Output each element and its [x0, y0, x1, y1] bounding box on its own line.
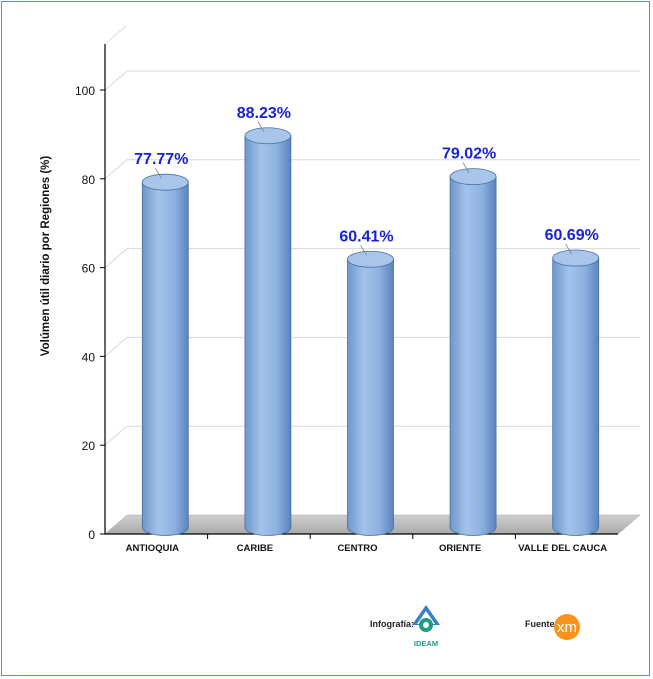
y-axis-label: Volúmen útil diario por Regiones (%): [40, 156, 52, 357]
label-leader: [462, 162, 470, 173]
x-tick-label: ORIENTE: [439, 543, 481, 554]
bar-top: [449, 168, 497, 186]
data-label: 60.69%: [545, 227, 599, 244]
bar: [347, 250, 394, 536]
xm-logo-text: xm: [557, 619, 577, 636]
y-tick-label: 60: [82, 262, 96, 276]
data-label: 88.23%: [237, 105, 291, 122]
y-tick-label: 0: [88, 528, 95, 542]
y-tick-label: 20: [82, 439, 96, 453]
data-label: 60.41%: [339, 228, 393, 245]
bar: [244, 127, 292, 536]
bar-body: [244, 135, 292, 536]
label-leader: [257, 121, 265, 132]
data-label: 77.77%: [134, 151, 188, 168]
label-leader: [154, 167, 162, 179]
axes: 0 20 40 60 80 100: [75, 24, 618, 542]
bar-body: [141, 181, 189, 536]
label-leader: [360, 245, 367, 256]
fuente-label: Fuente:: [525, 619, 558, 629]
bar-top: [244, 127, 292, 145]
gridline: [104, 159, 640, 180]
ideam-logo: IDEAM: [412, 605, 440, 648]
labels: 77.77% ANTIOQUIA 88.23% CARIBE 60.41% CENTRO 7…: [126, 105, 608, 554]
y-tick-label: 100: [75, 84, 95, 98]
bar: [141, 173, 189, 536]
bar-body: [552, 257, 600, 536]
bar-top: [347, 250, 394, 268]
bar-top: [141, 173, 189, 191]
x-tick-label: CENTRO: [337, 543, 377, 554]
label-leader: [565, 243, 573, 255]
infografia-label: Infografía:: [370, 619, 414, 629]
data-label: 79.02%: [442, 146, 496, 163]
y-tick-label: 80: [82, 173, 96, 187]
gridline: [104, 70, 640, 91]
bars: [141, 127, 600, 536]
x-tick-label: VALLE DEL CAUCA: [518, 543, 607, 554]
x-tick-label: CARIBE: [237, 543, 273, 554]
bar: [552, 249, 600, 536]
bar: [449, 168, 497, 536]
y-axis-depth: [104, 24, 128, 45]
xm-logo: xm: [554, 614, 580, 640]
x-tick-label: ANTIOQUIA: [126, 543, 179, 554]
y-tick-label: 40: [82, 350, 96, 364]
bar-top: [552, 249, 600, 267]
ideam-logo-text: IDEAM: [414, 639, 438, 648]
bar-body: [347, 258, 394, 536]
bar-body: [449, 176, 497, 536]
